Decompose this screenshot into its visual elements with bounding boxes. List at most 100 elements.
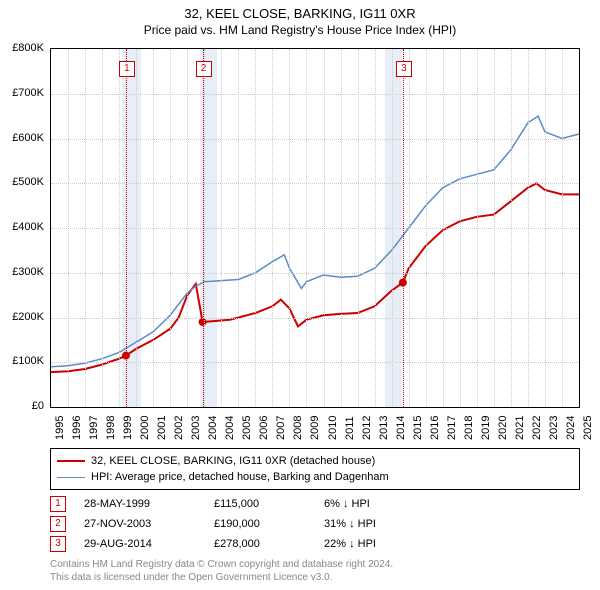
gridline-v: [324, 49, 325, 407]
gridline-v: [272, 49, 273, 407]
ytick-label: £800K: [12, 42, 44, 54]
xtick-label: 2024: [565, 416, 577, 440]
gridline-v: [392, 49, 393, 407]
xtick-label: 2000: [139, 416, 151, 440]
gridline-v: [204, 49, 205, 407]
xtick-label: 2023: [548, 416, 560, 440]
footer-line-1: Contains HM Land Registry data © Crown c…: [50, 558, 393, 571]
gridline-h: [51, 228, 579, 229]
sales-row: 1 28-MAY-1999£115,0006% ↓ HPI: [50, 494, 424, 514]
ytick-label: £300K: [12, 266, 44, 278]
gridline-v: [255, 49, 256, 407]
event-marker-box: 1: [119, 61, 135, 77]
legend-label: 32, KEEL CLOSE, BARKING, IG11 0XR (detac…: [91, 455, 375, 467]
gridline-v: [221, 49, 222, 407]
ytick-label: £600K: [12, 132, 44, 144]
sales-date: 29-AUG-2014: [84, 538, 214, 550]
legend-swatch: [57, 477, 85, 478]
legend-swatch: [57, 460, 85, 462]
sales-delta: 6% ↓ HPI: [324, 498, 424, 510]
legend-row: 32, KEEL CLOSE, BARKING, IG11 0XR (detac…: [57, 453, 573, 469]
sales-row: 329-AUG-2014£278,00022% ↓ HPI: [50, 534, 424, 554]
sales-index-box: 1: [50, 496, 66, 512]
gridline-v: [528, 49, 529, 407]
xtick-label: 1996: [71, 416, 83, 440]
gridline-v: [187, 49, 188, 407]
sales-date: 28-MAY-1999: [84, 498, 214, 510]
xtick-label: 2001: [156, 416, 168, 440]
gridline-v: [136, 49, 137, 407]
gridline-v: [426, 49, 427, 407]
xtick-label: 2014: [395, 416, 407, 440]
chart-subtitle: Price paid vs. HM Land Registry's House …: [0, 21, 600, 37]
gridline-v: [545, 49, 546, 407]
xtick-label: 2025: [582, 416, 594, 440]
gridline-v: [358, 49, 359, 407]
event-line: [203, 49, 204, 407]
gridline-h: [51, 94, 579, 95]
xtick-label: 2018: [463, 416, 475, 440]
xtick-label: 2021: [514, 416, 526, 440]
xtick-label: 2010: [327, 416, 339, 440]
xtick-label: 2008: [292, 416, 304, 440]
gridline-v: [443, 49, 444, 407]
event-line: [403, 49, 404, 407]
gridline-v: [494, 49, 495, 407]
xtick-label: 2004: [224, 416, 236, 440]
sales-index-box: 3: [50, 536, 66, 552]
gridline-v: [153, 49, 154, 407]
event-line: [126, 49, 127, 407]
legend-row: HPI: Average price, detached house, Bark…: [57, 469, 573, 485]
gridline-v: [341, 49, 342, 407]
gridline-v: [289, 49, 290, 407]
xtick-label: 2003: [190, 416, 202, 440]
sales-index-box: 2: [50, 516, 66, 532]
xtick-label: 1995: [54, 416, 66, 440]
xtick-label: 2012: [361, 416, 373, 440]
event-marker-box: 2: [196, 61, 212, 77]
gridline-v: [375, 49, 376, 407]
xtick-label: 2016: [429, 416, 441, 440]
xtick-label: 2006: [258, 416, 270, 440]
sales-price: £190,000: [214, 518, 324, 530]
gridline-v: [460, 49, 461, 407]
xtick-label: 2020: [497, 416, 509, 440]
sales-table: 1 28-MAY-1999£115,0006% ↓ HPI 227-NOV-2003…: [50, 494, 424, 554]
gridline-h: [51, 362, 579, 363]
xtick-label: 2017: [446, 416, 458, 440]
xtick-label: 2002: [173, 416, 185, 440]
chart-plot-area: 1 2 3: [50, 48, 580, 408]
gridline-h: [51, 318, 579, 319]
ytick-label: £200K: [12, 311, 44, 323]
sales-delta: 31% ↓ HPI: [324, 518, 424, 530]
legend-box: 32, KEEL CLOSE, BARKING, IG11 0XR (detac…: [50, 448, 580, 490]
gridline-v: [238, 49, 239, 407]
xtick-label: 2015: [412, 416, 424, 440]
gridline-v: [306, 49, 307, 407]
event-marker-box: 3: [396, 61, 412, 77]
xtick-label: 2005: [241, 416, 253, 440]
xtick-label: 2022: [531, 416, 543, 440]
sales-price: £115,000: [214, 498, 324, 510]
ytick-label: £100K: [12, 355, 44, 367]
xtick-label: 2009: [309, 416, 321, 440]
gridline-v: [170, 49, 171, 407]
sales-row: 227-NOV-2003£190,00031% ↓ HPI: [50, 514, 424, 534]
series-hpi: [51, 116, 579, 367]
footer-text: Contains HM Land Registry data © Crown c…: [50, 558, 393, 584]
gridline-v: [68, 49, 69, 407]
gridline-v: [409, 49, 410, 407]
xtick-label: 1999: [122, 416, 134, 440]
ytick-label: £0: [32, 400, 44, 412]
ytick-label: £500K: [12, 176, 44, 188]
chart-title: 32, KEEL CLOSE, BARKING, IG11 0XR: [0, 0, 600, 21]
gridline-h: [51, 183, 579, 184]
legend-label: HPI: Average price, detached house, Bark…: [91, 471, 389, 483]
ytick-label: £700K: [12, 87, 44, 99]
xtick-label: 2004: [207, 416, 219, 440]
xtick-label: 2007: [275, 416, 287, 440]
gridline-h: [51, 273, 579, 274]
xtick-label: 2019: [480, 416, 492, 440]
gridline-v: [477, 49, 478, 407]
gridline-v: [102, 49, 103, 407]
